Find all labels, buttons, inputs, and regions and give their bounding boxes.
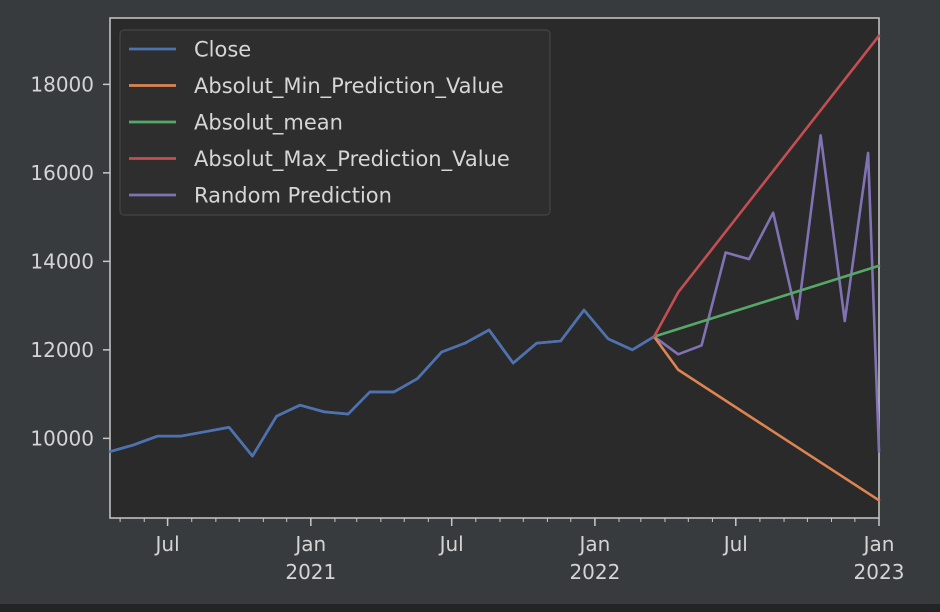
x-tick-year-label: 2021 (285, 560, 336, 584)
y-tick-label: 14000 (30, 249, 94, 273)
series-line-absolut-mean (652, 264, 881, 338)
series-line-absolut-max-prediction-value (652, 34, 881, 338)
series-line-absolut-min-prediction-value (652, 335, 881, 502)
legend-label: Absolut_Max_Prediction_Value (194, 147, 510, 172)
y-tick-label: 18000 (30, 72, 94, 96)
legend-label: Random Prediction (194, 184, 392, 208)
x-tick-label: Jul (438, 532, 464, 556)
legend-label: Absolut_Min_Prediction_Value (194, 74, 504, 99)
x-tick-year-label: 2022 (569, 560, 620, 584)
x-tick-label: Jul (154, 532, 180, 556)
y-tick-label: 10000 (30, 426, 94, 450)
x-tick-label: Jan (293, 532, 326, 556)
y-tick-label: 12000 (30, 338, 94, 362)
series-layer (108, 34, 881, 502)
x-tick-label: Jul (722, 532, 748, 556)
legend-label: Close (194, 38, 251, 62)
legend: Close Absolut_Min_Prediction_Value Absolut… (119, 29, 551, 216)
x-tick-label: Jan (577, 532, 610, 556)
x-tick-label: Jan (862, 532, 895, 556)
bottom-bar (0, 604, 940, 612)
legend-label: Absolut_mean (194, 111, 343, 136)
axis-layer: 10000 12000 14000 16000 18000 Jul Jan 2021 Jul Ja… (30, 72, 904, 584)
series-line-close (108, 308, 656, 458)
legend-box (119, 29, 551, 216)
x-tick-year-label: 2023 (854, 560, 905, 584)
y-tick-label: 16000 (30, 161, 94, 185)
